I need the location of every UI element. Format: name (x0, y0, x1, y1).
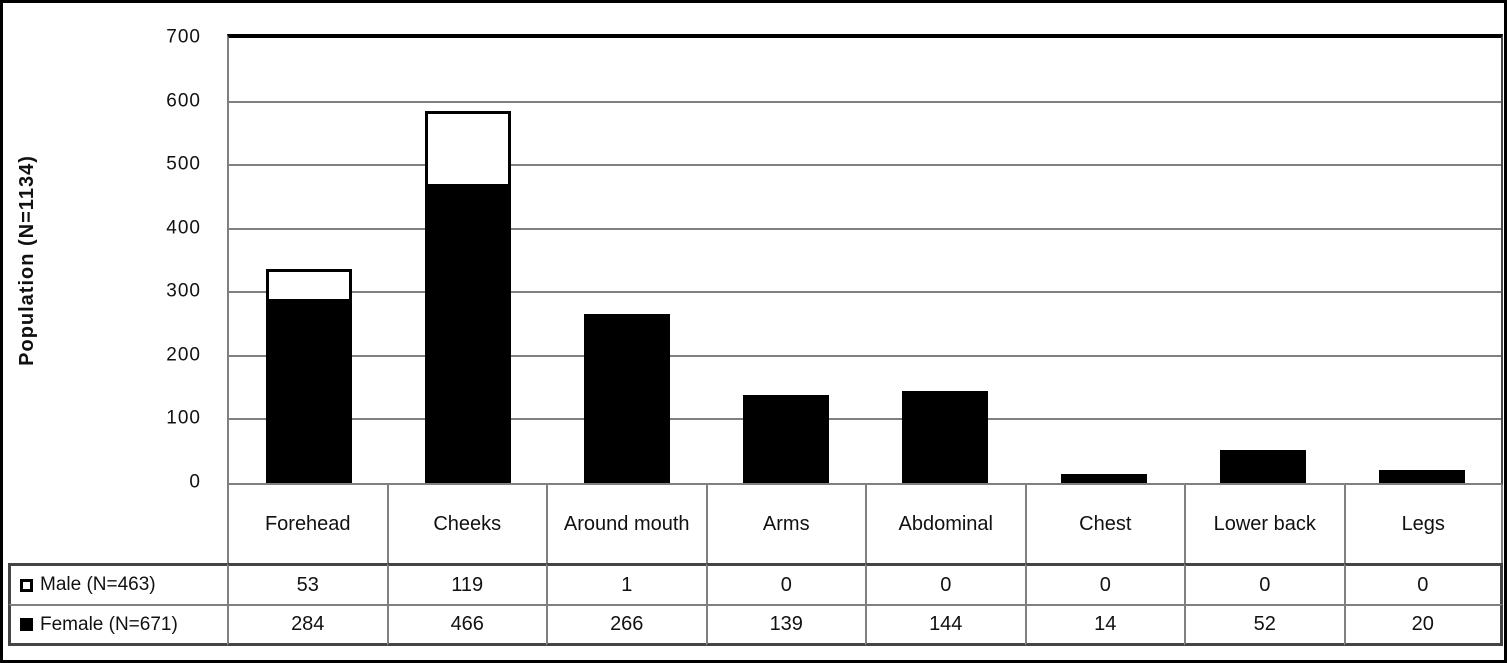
gridline (229, 291, 1501, 294)
y-axis-ticks: 700 600 500 400 300 200 100 0 (3, 27, 215, 493)
y-tick-label: 0 (189, 471, 201, 493)
y-tick-label: 600 (166, 90, 201, 112)
male-value: 0 (865, 563, 1025, 604)
gridline (229, 100, 1501, 103)
gridlines (229, 38, 1501, 483)
bar-column-legs (1342, 38, 1501, 483)
bar-segment-female (265, 302, 352, 483)
y-tick-label: 400 (166, 217, 201, 239)
category-header: Around mouth (546, 485, 706, 563)
category-header: Cheeks (386, 485, 547, 563)
gridline (229, 164, 1501, 167)
legend-female: Female (N=671) (8, 604, 227, 646)
female-value: 466 (386, 604, 546, 646)
male-value: 53 (227, 563, 387, 604)
female-value: 14 (1024, 604, 1184, 646)
male-value: 1 (546, 563, 706, 604)
plot-area (227, 34, 1503, 485)
male-value: 119 (386, 563, 546, 604)
y-tick-label: 700 (166, 26, 201, 48)
category-header: Chest (1024, 485, 1185, 563)
female-value: 52 (1184, 604, 1344, 646)
male-value: 0 (1184, 563, 1344, 604)
bar-segment-female (1219, 449, 1306, 483)
bar-column-arms (706, 38, 865, 483)
female-value: 144 (865, 604, 1025, 646)
category-header: Lower back (1184, 485, 1344, 563)
bar-segment-female (742, 394, 829, 483)
female-value: 266 (546, 604, 706, 646)
legend-male-label: Male (N=463) (40, 574, 156, 596)
y-tick-label: 100 (166, 407, 201, 429)
gridline (229, 227, 1501, 230)
female-value: 139 (705, 604, 865, 646)
legend-female-label: Female (N=671) (40, 613, 178, 635)
bar-segment-female (1378, 470, 1465, 483)
legend-male: Male (N=463) (8, 563, 227, 604)
bar-column-around-mouth (547, 38, 706, 483)
y-tick-label: 200 (166, 344, 201, 366)
female-value: 20 (1343, 604, 1503, 646)
data-table: Forehead Cheeks Around mouth Arms Abdomi… (8, 485, 1503, 646)
bar-segment-female (583, 313, 670, 483)
y-tick-label: 300 (166, 280, 201, 302)
category-header: Forehead (227, 485, 387, 563)
table-corner-cell (8, 485, 227, 563)
bar-segment-male (265, 268, 352, 303)
bar-column-chest (1024, 38, 1183, 483)
female-value: 284 (227, 604, 387, 646)
bar-segment-female (424, 186, 511, 483)
bar-column-forehead (229, 38, 388, 483)
bar-segment-female (901, 391, 988, 483)
filled-square-icon (20, 618, 33, 631)
bars (229, 38, 1501, 483)
male-value: 0 (1343, 563, 1503, 604)
category-header: Abdominal (865, 485, 1025, 563)
bar-column-abdominal (865, 38, 1024, 483)
bar-segment-male (424, 111, 511, 187)
gridline (229, 354, 1501, 357)
bar-column-cheeks (388, 38, 547, 483)
male-value: 0 (705, 563, 865, 604)
category-header: Arms (705, 485, 866, 563)
category-header: Legs (1343, 485, 1503, 563)
open-square-icon (20, 578, 33, 592)
bar-segment-female (1060, 474, 1147, 483)
bar-column-lower-back (1183, 38, 1342, 483)
y-tick-label: 500 (166, 153, 201, 175)
male-value: 0 (1024, 563, 1184, 604)
gridline (229, 418, 1501, 421)
